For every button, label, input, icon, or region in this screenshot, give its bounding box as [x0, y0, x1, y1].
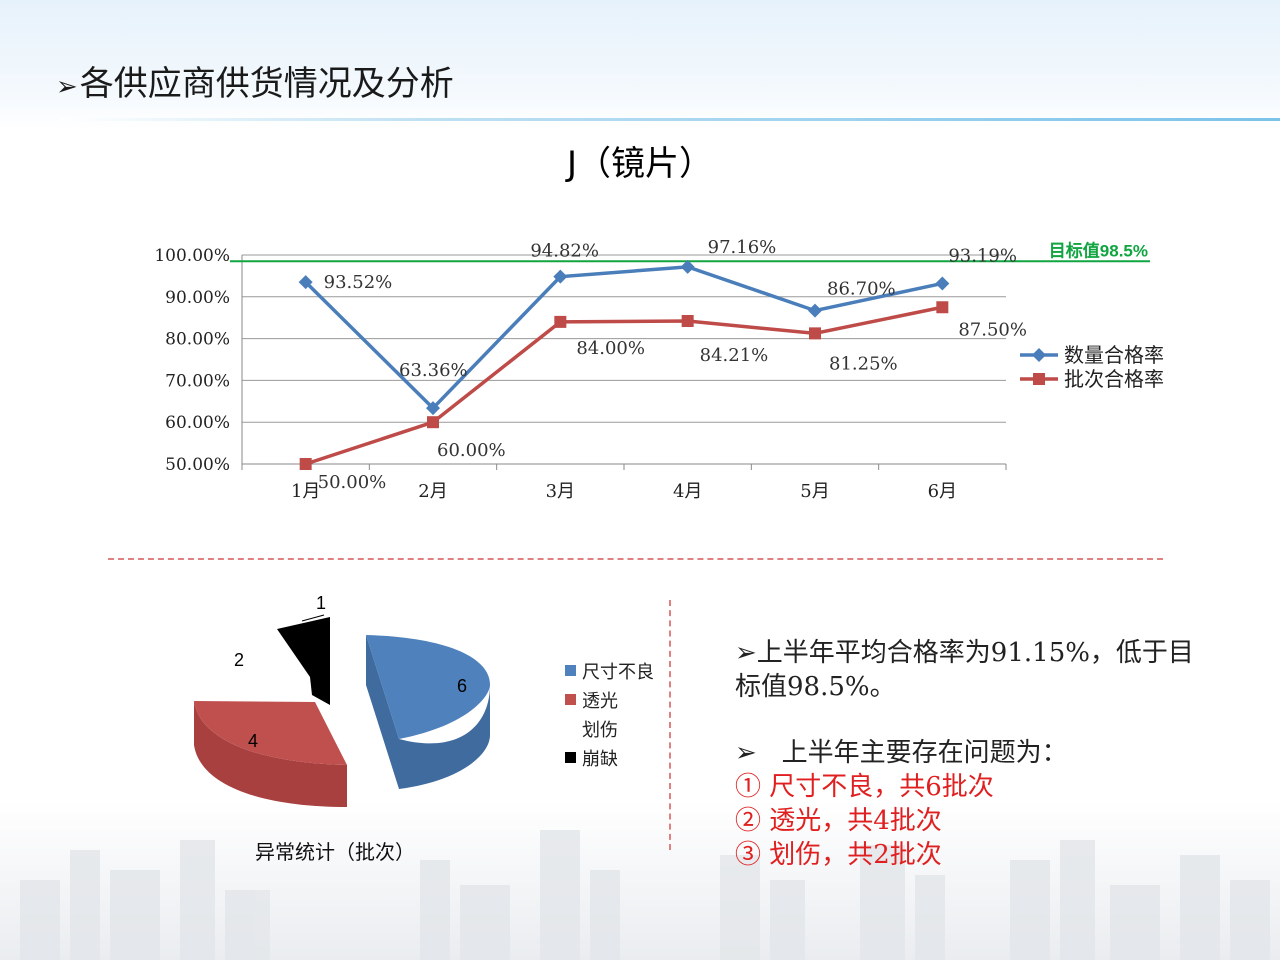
series-line-0 — [304, 265, 943, 411]
legend-marker — [1032, 348, 1046, 362]
data-point-marker — [680, 259, 695, 274]
pie-leader-line — [301, 614, 325, 622]
data-point-marker — [808, 303, 822, 318]
data-label: 93.19% — [948, 245, 1017, 266]
data-label: 84.21% — [700, 345, 769, 366]
data-label: 97.16% — [708, 237, 777, 258]
x-tick-label: 3月 — [546, 481, 575, 502]
legend-swatch — [565, 665, 576, 676]
summary-line-1: ➢上半年平均合格率为91.15%，低于目标值98.5%。 — [735, 638, 1194, 702]
x-tick-label: 4月 — [673, 481, 702, 502]
pie-value-label-2: 2 — [234, 650, 244, 670]
data-label: 81.25% — [829, 353, 898, 374]
pie-chart-title: 异常统计（批次） — [255, 840, 415, 864]
data-point-marker — [426, 401, 440, 416]
data-label: 84.00% — [576, 338, 645, 359]
data-point-marker — [681, 315, 694, 328]
pie-legend-item: 划伤 — [565, 714, 654, 743]
target-label: 目标值98.5% — [1049, 240, 1148, 260]
summary-line-2: ➢ 上半年主要存在问题为： — [735, 738, 1068, 768]
data-label: 93.52% — [324, 272, 393, 293]
data-point-marker — [935, 276, 950, 291]
slide-heading-text: 各供应商供货情况及分析 — [79, 64, 454, 104]
data-label: 50.00% — [318, 472, 387, 493]
summary-item-3: ③ 划伤，共2批次 — [735, 840, 942, 870]
pie-slice-3 — [277, 617, 330, 705]
bullet-arrow-icon: ➢ — [56, 72, 78, 102]
city-skyline-decoration — [0, 800, 1280, 960]
pie-legend-item: 透光 — [565, 685, 654, 714]
legend-label: 数量合格率 — [1064, 343, 1164, 367]
x-tick-label: 2月 — [418, 481, 447, 502]
pie-slice-0 — [366, 635, 490, 739]
bullet-arrow-icon: ➢ — [735, 738, 782, 768]
pie-value-label-1: 4 — [248, 731, 258, 751]
data-label: 63.36% — [399, 360, 468, 381]
data-label: 94.82% — [530, 241, 599, 262]
data-label: 86.70% — [827, 279, 896, 300]
data-point-marker — [427, 416, 439, 429]
skyline-icon — [20, 830, 1270, 960]
x-tick-label: 1月 — [291, 481, 320, 502]
slide-heading: ➢各供应商供货情况及分析 — [56, 56, 454, 105]
y-tick-label: 50.00% — [165, 455, 230, 475]
pie-slice-1-side — [194, 701, 347, 807]
legend-swatch — [565, 694, 576, 705]
pie-chart: 6 4 2 1 — [193, 593, 490, 807]
y-tick-label: 100.00% — [154, 246, 230, 266]
legend-swatch — [565, 752, 576, 763]
pie-value-label-3: 1 — [316, 593, 326, 613]
pie-slice-0-side — [366, 635, 490, 789]
x-tick-label: 6月 — [928, 481, 957, 502]
pie-value-label-0: 6 — [457, 676, 467, 696]
data-label: 87.50% — [958, 319, 1027, 340]
vertical-divider — [669, 600, 671, 850]
pie-slice-2 — [193, 680, 306, 699]
data-point-marker — [298, 275, 313, 290]
line-chart: 100.00%90.00%80.00%70.00%60.00%50.00%1月 2… — [154, 237, 1164, 502]
y-tick-label: 70.00% — [165, 371, 230, 391]
data-point-marker — [299, 458, 312, 470]
x-tick-label: 5月 — [800, 481, 829, 502]
pie-legend-label: 划伤 — [582, 719, 618, 741]
y-tick-label: 60.00% — [165, 413, 230, 433]
legend-label: 批次合格率 — [1064, 367, 1164, 391]
data-point-marker — [809, 327, 821, 340]
data-point-marker — [553, 269, 568, 284]
horizontal-divider — [108, 558, 1163, 560]
data-label: 60.00% — [437, 440, 506, 461]
pie-legend-item: 尺寸不良 — [565, 656, 654, 685]
series-line-1 — [305, 305, 943, 466]
pie-legend-label: 崩缺 — [582, 748, 618, 770]
legend-marker — [1033, 373, 1045, 385]
data-point-marker — [554, 315, 567, 328]
analysis-summary: ➢上半年平均合格率为91.15%，低于目标值98.5%。 ➢ 上半年主要存在问题… — [735, 636, 1205, 872]
bullet-arrow-icon: ➢ — [735, 638, 757, 668]
header-rule — [60, 118, 1280, 121]
y-tick-label: 90.00% — [165, 288, 230, 308]
pie-legend-label: 透光 — [582, 690, 618, 712]
legend-swatch — [565, 723, 576, 734]
pie-legend: 尺寸不良 透光 划伤 崩缺 — [565, 656, 654, 772]
line-chart-title: J（镜片） — [566, 144, 714, 184]
y-tick-label: 80.00% — [165, 330, 230, 350]
header-band — [0, 0, 1280, 130]
summary-item-2: ② 透光，共4批次 — [735, 806, 942, 836]
pie-slice-1 — [194, 701, 347, 765]
pie-legend-item: 崩缺 — [565, 743, 654, 772]
data-point-marker — [936, 301, 949, 314]
summary-item-1: ① 尺寸不良，共6批次 — [735, 772, 994, 802]
pie-legend-label: 尺寸不良 — [582, 661, 654, 683]
